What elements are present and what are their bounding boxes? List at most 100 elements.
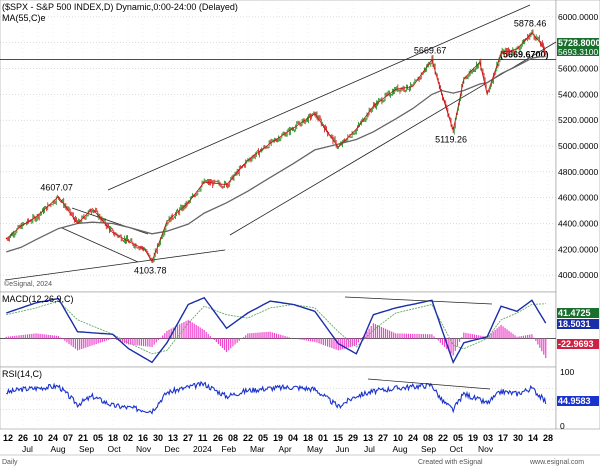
rsi-line <box>6 380 547 415</box>
x-month-label: Dec <box>165 444 181 454</box>
x-tick-label: 05 <box>453 433 463 443</box>
price-annotation: 4103.78 <box>134 266 167 276</box>
price-y-tick: 5400.0000 <box>558 89 598 99</box>
trend-channel <box>4 4 557 281</box>
price-value-boxes: 5728.8000 5693.3100 <box>557 38 600 57</box>
ma-line <box>6 55 546 253</box>
price-annotations: 4607.07 4103.78 5669.67 5119.26 5878.46 <box>40 19 546 276</box>
x-tick-label: 02 <box>123 433 133 443</box>
x-tick-label: 22 <box>438 433 448 443</box>
x-tick-label: 27 <box>183 433 193 443</box>
footer-left: Daily <box>2 459 18 466</box>
resistance-level-label: (5669.6700) <box>500 50 549 60</box>
x-tick-label: 12 <box>3 433 13 443</box>
footer-right: Created with eSignal <box>418 459 483 466</box>
x-month-label: Aug <box>51 444 66 454</box>
x-tick-label: 26 <box>18 433 28 443</box>
x-tick-label: 10 <box>393 433 403 443</box>
x-tick-label: 08 <box>423 433 433 443</box>
x-month-label: May <box>307 444 324 454</box>
ma-legend: MA(55,C)e <box>2 13 46 23</box>
x-tick-label: 28 <box>543 433 553 443</box>
price-annotation: 5878.46 <box>514 19 547 29</box>
x-tick-label: 16 <box>138 433 148 443</box>
x-tick-label: 21 <box>78 433 88 443</box>
x-tick-label: 05 <box>93 433 103 443</box>
x-tick-label: 13 <box>168 433 178 443</box>
x-tick-label: 01 <box>318 433 328 443</box>
rsi-panel <box>0 366 557 430</box>
last-price-box <box>557 38 599 48</box>
x-month-label: Feb <box>222 444 237 454</box>
x-tick-label: 11 <box>198 433 208 443</box>
x-tick-label: 19 <box>273 433 283 443</box>
last-price-label: 5728.8000 <box>558 38 600 48</box>
x-tick-label: 15 <box>333 433 343 443</box>
x-month-label: Nov <box>136 444 152 454</box>
macd-title: MACD(12,26,9,C) <box>2 294 74 304</box>
macd-value-boxes: 41.4725 18.5031 -22.9693 <box>557 308 599 349</box>
x-month-label: Aug <box>393 444 408 454</box>
x-tick-label: 29 <box>348 433 358 443</box>
x-month-label: Sep <box>421 444 436 454</box>
x-tick-label: 03 <box>483 433 493 443</box>
ma-value-box <box>557 48 599 56</box>
x-tick-label: 05 <box>258 433 268 443</box>
x-month-label: Oct <box>450 444 464 454</box>
signal-value-box <box>557 319 599 329</box>
hist-value-box <box>557 339 599 349</box>
rsi-value-box <box>557 396 599 406</box>
price-y-tick: 5000.0000 <box>558 141 598 151</box>
flag-lower <box>61 227 139 263</box>
x-tick-label: 07 <box>63 433 73 443</box>
x-month-label: Nov <box>478 444 494 454</box>
rsi-title: RSI(14,C) <box>2 369 42 379</box>
channel-upper <box>107 4 531 191</box>
x-axis: 12 26 10 24 07 21 05 18 02 16 30 13 27 11 26 08 22 05 19 04… <box>3 433 553 454</box>
x-tick-label: 18 <box>303 433 313 443</box>
x-tick-label: 08 <box>228 433 238 443</box>
channel-lower <box>229 41 557 236</box>
x-month-label: Sep <box>79 444 94 454</box>
price-y-tick: 5200.0000 <box>558 115 598 125</box>
x-tick-label: 17 <box>498 433 508 443</box>
support-line <box>4 249 226 281</box>
right-axis-area <box>555 0 600 430</box>
price-y-tick: 4600.0000 <box>558 193 598 203</box>
price-annotation: 5119.26 <box>435 135 467 145</box>
ma-value-label: 5693.3100 <box>558 47 598 57</box>
rsi-y-tick: 0 <box>560 421 565 431</box>
rsi-value-label: 44.9583 <box>558 396 591 406</box>
price-y-tick: 6000.0000 <box>558 12 598 22</box>
x-month-label: Apr <box>279 444 292 454</box>
x-tick-label: 14 <box>528 433 538 443</box>
price-line <box>6 32 547 263</box>
x-month-label: Jun <box>336 444 350 454</box>
macd-signal-line <box>6 300 546 355</box>
price-y-tick: 4400.0000 <box>558 218 598 228</box>
macd-line <box>6 296 547 365</box>
price-annotation: 5669.67 <box>414 46 447 56</box>
hist-value-label: -22.9693 <box>558 339 594 349</box>
macd-divergence-line <box>344 296 493 305</box>
x-tick-label: 18 <box>108 433 118 443</box>
x-tick-label: 27 <box>378 433 388 443</box>
macd-histogram <box>5 319 547 359</box>
x-tick-label: 30 <box>153 433 163 443</box>
price-y-tick: 4800.0000 <box>558 167 598 177</box>
macd-value-label: 41.4725 <box>558 308 591 318</box>
price-y-tick: 4000.0000 <box>558 270 598 280</box>
x-tick-label: 30 <box>513 433 523 443</box>
x-month-label: Jul <box>364 444 375 454</box>
signal-value-label: 18.5031 <box>558 319 591 329</box>
x-month-label: Oct <box>108 444 122 454</box>
x-tick-label: 22 <box>243 433 253 443</box>
macd-value-box <box>557 308 599 318</box>
watermark: ©eSignal, 2024 <box>4 280 52 288</box>
price-annotation: 4607.07 <box>40 183 73 193</box>
x-month-label: 2024 <box>193 444 212 454</box>
x-tick-label: 13 <box>363 433 373 443</box>
x-tick-label: 24 <box>48 433 58 443</box>
price-title: ($SPX - S&P 500 INDEX,D) Dynamic,0:00-24… <box>2 2 238 12</box>
